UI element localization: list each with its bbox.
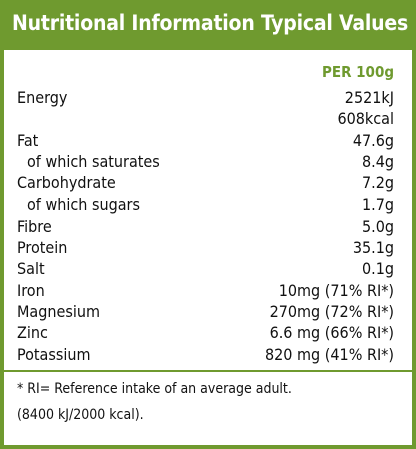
nutrient-label: Iron [17, 281, 45, 300]
footnote-line-1: * RI= Reference intake of an average adu… [17, 381, 292, 397]
nutrient-value: 47.6g [352, 131, 394, 150]
nutrient-label: Carbohydrate [17, 173, 116, 192]
nutrient-value: 6.6 mg (66% RI*) [269, 323, 394, 342]
nutrient-value: 5.0g [361, 217, 394, 236]
nutrient-row: Salt 0.1g [17, 259, 394, 279]
nutrient-label: Energy [17, 88, 68, 107]
nutrient-row: Fibre 5.0g [17, 217, 394, 237]
nutrient-value: 1.7g [361, 195, 394, 214]
nutrient-row: Energy 2521kJ [17, 88, 394, 108]
nutrient-value: 608kcal [337, 109, 394, 128]
nutrient-row: 608kcal [17, 109, 394, 129]
nutrient-row: Protein 35.1g [17, 238, 394, 258]
panel-title: Nutritional Information Typical Values [12, 11, 409, 35]
nutrient-row: Iron 10mg (71% RI*) [17, 281, 394, 301]
nutrient-row: Potassium 820 mg (41% RI*) [17, 345, 394, 365]
nutrient-value: 0.1g [361, 259, 394, 278]
nutrient-label: Protein [17, 238, 68, 257]
nutrient-row: of which saturates 8.4g [17, 152, 394, 172]
nutrient-row: Zinc 6.6 mg (66% RI*) [17, 323, 394, 343]
nutrient-label: Salt [17, 259, 45, 278]
column-header-per-100g: PER 100g [321, 63, 394, 81]
nutrient-label: of which saturates [27, 152, 160, 171]
nutrient-value: 8.4g [361, 152, 394, 171]
header-bar: Nutritional Information Typical Values [0, 0, 416, 50]
nutrient-label: Magnesium [17, 302, 101, 321]
nutrient-label: Zinc [17, 323, 48, 342]
footnote-divider [4, 370, 412, 372]
nutrient-row: of which sugars 1.7g [17, 195, 394, 215]
footnote-line-2: (8400 kJ/2000 kcal). [17, 407, 144, 423]
nutrient-value: 2521kJ [344, 88, 394, 107]
nutrient-value: 35.1g [352, 238, 394, 257]
nutrient-row: Carbohydrate 7.2g [17, 173, 394, 193]
nutrient-value: 820 mg (41% RI*) [264, 345, 394, 364]
table-frame [0, 50, 416, 449]
nutrient-label: Fat [17, 131, 39, 150]
nutrient-value: 7.2g [361, 173, 394, 192]
nutrient-label: Fibre [17, 217, 52, 236]
nutrient-label: of which sugars [27, 195, 140, 214]
nutrient-row: Fat 47.6g [17, 131, 394, 151]
nutrient-value: 270mg (72% RI*) [269, 302, 394, 321]
nutrient-value: 10mg (71% RI*) [278, 281, 394, 300]
nutrient-label: Potassium [17, 345, 91, 364]
nutrient-row: Magnesium 270mg (72% RI*) [17, 302, 394, 322]
